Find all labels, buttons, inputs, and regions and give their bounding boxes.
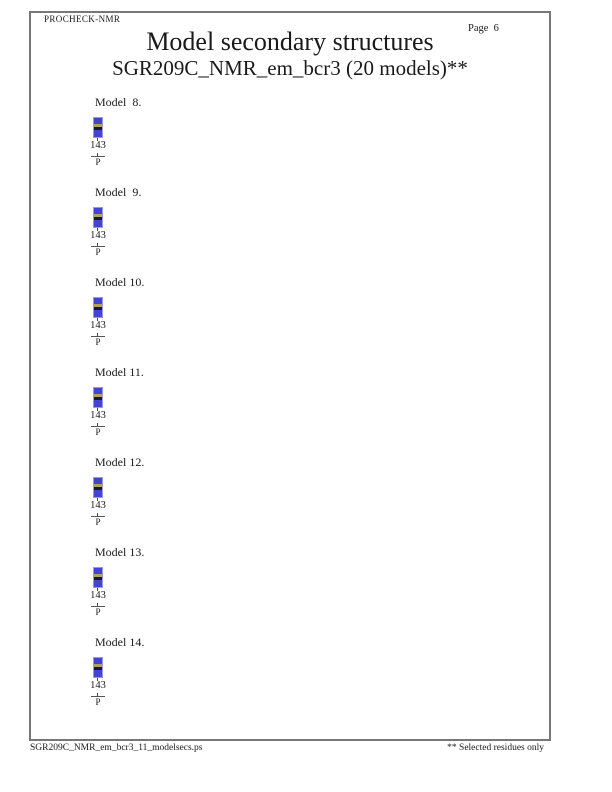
marker-stripe-dark: [94, 217, 102, 220]
secondary-structure-marker: [93, 297, 103, 318]
marker-stripe-tan: [94, 664, 102, 667]
model-label: Model 8.: [95, 95, 142, 109]
marker-stripe-tan: [94, 124, 102, 127]
secondary-structure-marker: [93, 477, 103, 498]
axis-tick: [97, 333, 98, 336]
residue-tick: [97, 318, 98, 321]
page-border-frame: [29, 11, 551, 741]
footer-note: ** Selected residues only: [447, 743, 544, 753]
axis-line: [91, 156, 105, 157]
residue-tick: [97, 498, 98, 501]
residue-number: 143: [90, 500, 106, 511]
page-subtitle: SGR209C_NMR_em_bcr3 (20 models)**: [112, 56, 468, 80]
secondary-structure-marker: [93, 207, 103, 228]
marker-stripe-tan: [94, 214, 102, 217]
residue-tick: [97, 678, 98, 681]
residue-code: P: [95, 697, 101, 707]
model-section-11: Model 11. 143 P: [0, 366, 612, 444]
page-number: Page 6: [468, 23, 499, 34]
marker-stripe-dark: [94, 397, 102, 400]
axis-tick: [97, 423, 98, 426]
residue-tick: [97, 408, 98, 411]
marker-stripe-dark: [94, 127, 102, 130]
secondary-structure-marker: [93, 657, 103, 678]
axis-line: [91, 426, 105, 427]
residue-code: P: [95, 607, 101, 617]
secondary-structure-marker: [93, 567, 103, 588]
marker-stripe-tan: [94, 484, 102, 487]
model-section-10: Model 10. 143 P: [0, 276, 612, 354]
model-label: Model 11.: [95, 365, 144, 379]
residue-code: P: [95, 517, 101, 527]
residue-number: 143: [90, 320, 106, 331]
residue-tick: [97, 588, 98, 591]
residue-code: P: [95, 157, 101, 167]
procheck-label: PROCHECK-NMR: [44, 14, 121, 24]
residue-code: P: [95, 427, 101, 437]
marker-stripe-dark: [94, 667, 102, 670]
residue-number: 143: [90, 590, 106, 601]
residue-code: P: [95, 337, 101, 347]
axis-tick: [97, 693, 98, 696]
secondary-structure-marker: [93, 387, 103, 408]
model-label: Model 12.: [95, 455, 145, 469]
residue-number: 143: [90, 680, 106, 691]
marker-stripe-dark: [94, 487, 102, 490]
model-section-12: Model 12. 143 P: [0, 456, 612, 534]
model-label: Model 10.: [95, 275, 145, 289]
footer-filename: SGR209C_NMR_em_bcr3_11_modelsecs.ps: [30, 743, 203, 753]
marker-stripe-dark: [94, 577, 102, 580]
marker-stripe-dark: [94, 307, 102, 310]
axis-tick: [97, 603, 98, 606]
residue-tick: [97, 138, 98, 141]
model-section-14: Model 14. 143 P: [0, 636, 612, 714]
model-section-13: Model 13. 143 P: [0, 546, 612, 624]
residue-number: 143: [90, 410, 106, 421]
marker-stripe-tan: [94, 394, 102, 397]
model-label: Model 13.: [95, 545, 145, 559]
residue-code: P: [95, 247, 101, 257]
residue-tick: [97, 228, 98, 231]
axis-tick: [97, 243, 98, 246]
axis-tick: [97, 153, 98, 156]
model-section-9: Model 9. 143 P: [0, 186, 612, 264]
model-section-8: Model 8. 143 P: [0, 96, 612, 174]
residue-number: 143: [90, 230, 106, 241]
axis-line: [91, 336, 105, 337]
model-label: Model 14.: [95, 635, 145, 649]
model-label: Model 9.: [95, 185, 142, 199]
page-title: Model secondary structures: [146, 27, 434, 56]
axis-line: [91, 606, 105, 607]
axis-tick: [97, 513, 98, 516]
secondary-structure-marker: [93, 117, 103, 138]
axis-line: [91, 246, 105, 247]
axis-line: [91, 696, 105, 697]
axis-line: [91, 516, 105, 517]
residue-number: 143: [90, 140, 106, 151]
marker-stripe-tan: [94, 574, 102, 577]
marker-stripe-tan: [94, 304, 102, 307]
